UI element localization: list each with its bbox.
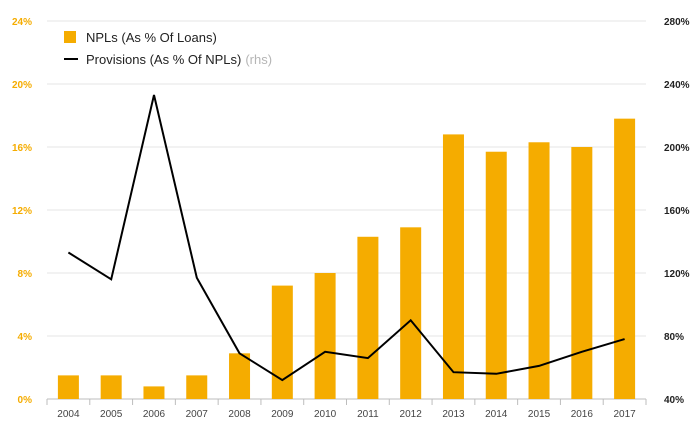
npl-bar [314, 273, 336, 399]
npl-bar [400, 227, 422, 399]
x-tick-label: 2011 [357, 409, 379, 420]
x-tick-label: 2008 [228, 409, 251, 420]
legend-item-provisions: Provisions (As % Of NPLs) (rhs) [64, 48, 272, 70]
x-tick-label: 2005 [100, 409, 123, 420]
npl-bar [357, 236, 379, 399]
legend-line-swatch [64, 58, 78, 60]
x-tick-label: 2014 [485, 409, 508, 420]
provisions-line [67, 94, 625, 382]
right-tick-label: 200% [664, 143, 690, 154]
left-tick-label: 4% [18, 332, 33, 343]
right-tick-label: 240% [664, 80, 690, 91]
right-axis-ticks: 40% 80% 120% 160% 200% 240% 280% [664, 17, 690, 406]
left-tick-label: 12% [12, 206, 32, 217]
x-axis: 2004 2005 2006 2007 2008 2009 2010 2011 2012 2013… [46, 399, 647, 420]
npl-bar [100, 375, 122, 399]
legend: NPLs (As % Of Loans) Provisions (As % Of… [64, 26, 272, 70]
npl-bar [485, 151, 507, 399]
left-tick-label: 0% [18, 395, 33, 406]
legend-bar-swatch [64, 31, 76, 43]
provisions-series-line [67, 94, 625, 382]
npl-bar [186, 375, 208, 399]
legend-item-npls: NPLs (As % Of Loans) [64, 26, 272, 48]
left-axis-ticks: 0% 4% 8% 12% 16% 20% 24% [12, 17, 32, 406]
left-tick-label: 20% [12, 80, 32, 91]
legend-line-suffix: (rhs) [245, 51, 273, 67]
legend-bar-label: NPLs (As % Of Loans) [86, 29, 217, 45]
npl-bar [528, 142, 550, 399]
x-tick-label: 2007 [186, 409, 209, 420]
npl-bar [57, 375, 79, 399]
x-tick-label: 2016 [571, 409, 594, 420]
left-tick-label: 8% [18, 269, 33, 280]
npl-bar [271, 285, 293, 399]
x-tick-label: 2013 [442, 409, 465, 420]
right-tick-label: 160% [664, 206, 690, 217]
right-tick-label: 280% [664, 17, 690, 28]
legend-line-label: Provisions (As % Of NPLs) [86, 51, 242, 67]
npl-bar [614, 118, 636, 400]
x-tick-label: 2006 [143, 409, 166, 420]
left-tick-label: 24% [12, 17, 32, 28]
right-tick-label: 40% [664, 395, 684, 406]
npl-bar [229, 353, 251, 399]
left-tick-label: 16% [12, 143, 32, 154]
npl-bar [571, 147, 593, 399]
right-tick-label: 80% [664, 332, 684, 343]
npl-bar [143, 386, 165, 399]
right-tick-label: 120% [664, 269, 690, 280]
x-tick-label: 2004 [57, 409, 80, 420]
gridlines [47, 20, 646, 400]
npl-bar [442, 134, 464, 399]
x-tick-label: 2009 [271, 409, 294, 420]
x-tick-label: 2012 [400, 409, 423, 420]
x-tick-label: 2017 [613, 409, 636, 420]
npl-bars [57, 118, 636, 400]
x-tick-label: 2015 [528, 409, 551, 420]
x-tick-label: 2010 [314, 409, 337, 420]
